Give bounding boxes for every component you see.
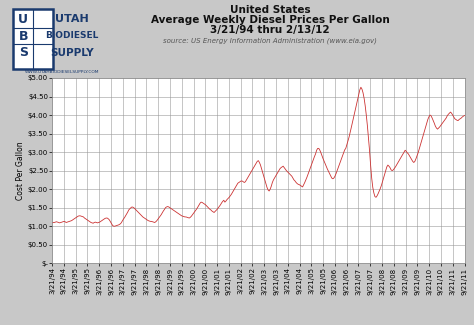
Text: 3/21/94 thru 2/13/12: 3/21/94 thru 2/13/12 <box>210 25 330 35</box>
Text: WWW.UTAHBIODIESELSUPPLY.COM: WWW.UTAHBIODIESELSUPPLY.COM <box>24 70 99 74</box>
Text: United States: United States <box>230 5 310 15</box>
Text: UTAH: UTAH <box>55 14 89 24</box>
FancyBboxPatch shape <box>13 9 53 69</box>
Text: S: S <box>19 46 28 59</box>
Text: Average Weekly Diesel Prices Per Gallon: Average Weekly Diesel Prices Per Gallon <box>151 15 390 25</box>
Text: B: B <box>18 30 28 43</box>
Text: BIODIESEL: BIODIESEL <box>45 31 98 40</box>
Y-axis label: Cost Per Gallon: Cost Per Gallon <box>16 141 25 200</box>
Text: SUPPLY: SUPPLY <box>50 48 93 58</box>
Text: source: US Energy Information Administration (www.eia.gov): source: US Energy Information Administra… <box>163 37 377 44</box>
Text: U: U <box>18 13 28 26</box>
